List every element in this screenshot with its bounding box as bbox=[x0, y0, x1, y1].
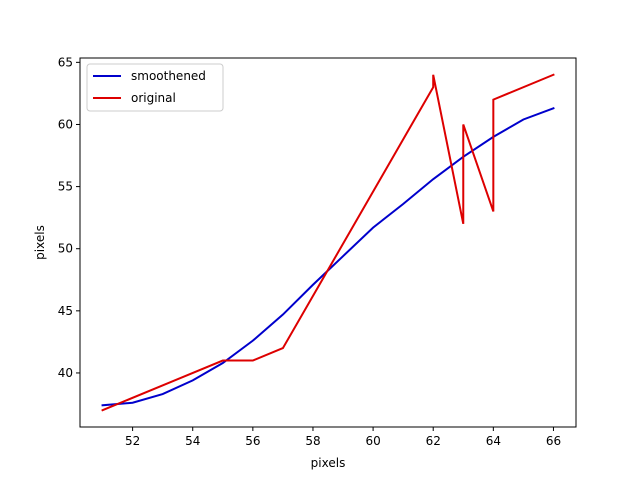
legend: smoothened original bbox=[86, 63, 224, 112]
series-layer bbox=[101, 73, 555, 412]
legend-label-smoothened: smoothened bbox=[131, 69, 206, 83]
y-tick-label: 40 bbox=[58, 366, 73, 380]
y-tick-label: 55 bbox=[58, 180, 73, 194]
y-tick-label: 65 bbox=[58, 55, 73, 69]
y-tick-label: 60 bbox=[58, 117, 73, 131]
x-tick-label: 56 bbox=[245, 434, 260, 448]
x-tick-label: 62 bbox=[426, 434, 441, 448]
x-tick-label: 54 bbox=[185, 434, 200, 448]
series-line-original bbox=[101, 73, 555, 412]
legend-label-original: original bbox=[131, 91, 176, 105]
x-axis-title: pixels bbox=[311, 456, 346, 470]
y-axis-title: pixels bbox=[33, 225, 47, 260]
series-line-smoothened bbox=[101, 107, 555, 407]
x-tick-label: 64 bbox=[486, 434, 501, 448]
axes-frame bbox=[79, 57, 577, 428]
x-tick-label: 58 bbox=[305, 434, 320, 448]
y-tick-label: 45 bbox=[58, 304, 73, 318]
x-tick-label: 60 bbox=[365, 434, 380, 448]
y-tick-label: 50 bbox=[58, 242, 73, 256]
axes-layer: 52 54 56 58 60 62 64 66 40 45 50 55 60 65 bbox=[58, 55, 577, 448]
x-tick-label: 66 bbox=[546, 434, 561, 448]
x-tick-label: 52 bbox=[125, 434, 140, 448]
